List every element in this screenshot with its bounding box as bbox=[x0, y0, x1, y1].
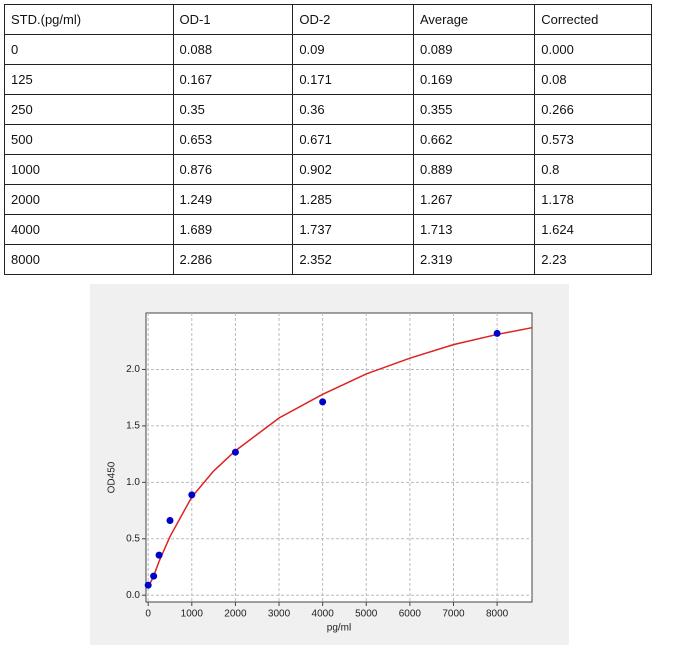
table-cell: 1.624 bbox=[534, 214, 652, 245]
table-cell: 0.355 bbox=[412, 94, 536, 125]
table-row: 4000 1.689 1.737 1.713 1.624 bbox=[4, 214, 652, 245]
table-cell: 1.178 bbox=[534, 184, 652, 215]
table-row: 0 0.088 0.09 0.089 0.000 bbox=[4, 34, 652, 65]
table-cell: Corrected bbox=[534, 4, 652, 35]
table-cell: 0.889 bbox=[412, 154, 536, 185]
x-tick-label: 5000 bbox=[355, 609, 378, 620]
plot-area bbox=[145, 312, 533, 603]
x-tick-label: 3000 bbox=[268, 609, 291, 620]
table-cell: 2.286 bbox=[172, 244, 294, 275]
y-tick-label: 0.5 bbox=[126, 533, 140, 544]
data-point bbox=[144, 581, 152, 589]
table-cell: 0.36 bbox=[292, 94, 414, 125]
data-point bbox=[166, 516, 174, 524]
x-tick-label: 2000 bbox=[224, 609, 247, 620]
x-axis-label: pg/ml bbox=[327, 623, 351, 634]
table-cell: 250 bbox=[4, 94, 174, 125]
table-cell: 0.09 bbox=[292, 34, 414, 65]
x-tick-label: 4000 bbox=[312, 609, 335, 620]
table-cell: Average bbox=[412, 4, 536, 35]
data-point bbox=[319, 398, 327, 406]
x-tick-label: 1000 bbox=[181, 609, 204, 620]
y-axis-label: OD450 bbox=[107, 461, 118, 493]
data-table: STD.(pg/ml) OD-1 OD-2 Average Corrected 0 0.08… bbox=[4, 4, 652, 275]
table-cell: OD-1 bbox=[172, 4, 294, 35]
table-cell: 0.876 bbox=[172, 154, 294, 185]
y-tick-label: 2.0 bbox=[126, 364, 140, 375]
data-point bbox=[493, 329, 501, 337]
y-tick-label: 1.0 bbox=[126, 477, 140, 488]
table-cell: 2.23 bbox=[534, 244, 652, 275]
data-point bbox=[150, 572, 158, 580]
table-cell: 0.662 bbox=[412, 124, 536, 155]
y-tick-label: 0.0 bbox=[126, 590, 140, 601]
data-point bbox=[188, 491, 196, 499]
data-point bbox=[155, 551, 163, 559]
x-tick-label: 6000 bbox=[399, 609, 422, 620]
data-point bbox=[231, 448, 239, 456]
table-cell: 0.8 bbox=[534, 154, 652, 185]
table-cell: 4000 bbox=[4, 214, 174, 245]
table-cell: 1.713 bbox=[412, 214, 536, 245]
table-cell: 2000 bbox=[4, 184, 174, 215]
table-cell: 8000 bbox=[4, 244, 174, 275]
y-tick-label: 1.5 bbox=[126, 421, 140, 432]
table-row: 250 0.35 0.36 0.355 0.266 bbox=[4, 94, 652, 125]
x-tick-label: 7000 bbox=[442, 609, 465, 620]
table-cell: 0.653 bbox=[172, 124, 294, 155]
table-cell: 0.169 bbox=[412, 64, 536, 95]
x-tick-label: 8000 bbox=[486, 609, 509, 620]
table-row: 8000 2.286 2.352 2.319 2.23 bbox=[4, 244, 652, 275]
header-row: STD.(pg/ml) OD-1 OD-2 Average Corrected bbox=[4, 4, 652, 35]
x-tick-label: 0 bbox=[145, 609, 151, 620]
table-cell: 0.088 bbox=[172, 34, 294, 65]
table-cell: 0.171 bbox=[292, 64, 414, 95]
table-cell: STD.(pg/ml) bbox=[4, 4, 174, 35]
table-cell: 2.319 bbox=[412, 244, 536, 275]
